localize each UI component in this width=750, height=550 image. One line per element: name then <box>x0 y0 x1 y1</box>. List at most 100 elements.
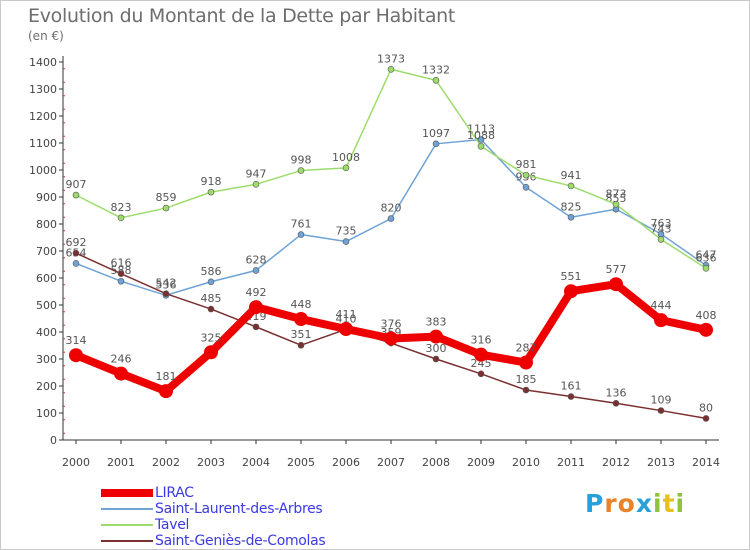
x-tick-label: 2011 <box>557 456 585 469</box>
data-label: 1332 <box>422 63 450 76</box>
x-tick-label: 2001 <box>107 456 135 469</box>
data-point <box>477 136 485 143</box>
data-label: 941 <box>561 169 582 182</box>
y-tick-label: 400 <box>36 326 57 339</box>
x-tick-label: 2000 <box>62 456 90 469</box>
y-tick-label: 1300 <box>29 83 57 96</box>
x-tick-label: 2009 <box>467 456 495 469</box>
x-tick-label: 2007 <box>377 456 405 469</box>
data-point <box>612 399 620 407</box>
data-label: 383 <box>426 316 447 329</box>
data-point <box>567 213 575 221</box>
data-label: 287 <box>516 342 537 355</box>
data-label: 448 <box>291 298 312 311</box>
data-label: 577 <box>606 263 627 276</box>
data-label: 761 <box>291 218 312 231</box>
series-line <box>75 68 707 270</box>
data-label: 536 <box>156 278 177 291</box>
data-label: 636 <box>696 251 717 264</box>
data-point <box>162 290 170 297</box>
y-tick-label: 700 <box>36 245 57 258</box>
legend: LIRAC Saint-Laurent-des-Arbres Tavel Saint-… <box>101 485 361 549</box>
y-tick-label: 500 <box>36 299 57 312</box>
y-tick-label: 300 <box>36 353 57 366</box>
x-tick-label: 2012 <box>602 456 630 469</box>
data-point <box>564 284 578 299</box>
legend-item: Tavel <box>101 517 361 533</box>
data-label: 185 <box>516 373 537 386</box>
y-tick-label: 100 <box>36 407 57 420</box>
data-point <box>297 231 305 238</box>
data-label: 981 <box>516 158 537 171</box>
data-point <box>114 366 128 381</box>
data-point <box>117 214 125 222</box>
data-label: 1088 <box>467 129 495 142</box>
y-tick-label: 900 <box>36 191 57 204</box>
x-tick-label: 2008 <box>422 456 450 469</box>
legend-swatch <box>101 540 153 542</box>
data-point <box>162 204 170 212</box>
y-tick-label: 1000 <box>29 164 57 177</box>
data-label: 998 <box>291 154 312 167</box>
logo-letter: o <box>617 489 636 518</box>
y-tick-label: 600 <box>36 272 57 285</box>
y-tick-label: 1400 <box>29 56 57 69</box>
data-label: 136 <box>606 386 627 399</box>
data-point <box>522 171 530 179</box>
data-point <box>474 347 488 362</box>
data-label: 314 <box>66 334 87 347</box>
data-label: 820 <box>381 202 402 215</box>
data-label: 1008 <box>332 151 360 164</box>
unit-label: (en €) <box>28 29 64 43</box>
series-saint-geni-s-de-comolas: 6926165424854193514103593002451851611361… <box>66 236 713 422</box>
data-point <box>432 355 440 363</box>
data-label: 586 <box>201 265 222 278</box>
data-label: 692 <box>66 236 87 249</box>
data-point <box>252 267 260 274</box>
data-label: 873 <box>606 187 627 200</box>
data-label: 743 <box>651 222 672 235</box>
data-label: 410 <box>336 312 357 325</box>
data-point <box>159 384 173 399</box>
legend-item: Saint-Laurent-des-Arbres <box>101 501 361 517</box>
y-tick-label: 200 <box>36 380 57 393</box>
data-label: 492 <box>246 286 267 299</box>
data-label: 411 <box>336 308 357 321</box>
data-point <box>207 278 215 286</box>
data-label: 161 <box>561 380 582 393</box>
legend-label: LIRAC <box>155 485 194 501</box>
data-point <box>117 277 125 285</box>
data-point <box>72 191 80 199</box>
data-label: 109 <box>651 394 672 407</box>
data-point <box>609 277 623 292</box>
data-point <box>252 181 260 188</box>
data-label: 907 <box>66 178 87 191</box>
logo-letter: t <box>662 489 676 518</box>
data-label: 763 <box>651 217 672 230</box>
data-point <box>339 322 353 337</box>
data-label: 647 <box>696 248 717 261</box>
data-label: 316 <box>471 334 492 347</box>
data-point <box>657 236 665 243</box>
data-label: 616 <box>111 257 132 270</box>
data-point <box>654 313 668 328</box>
chart-title: Evolution du Montant de la Dette par Hab… <box>28 5 456 27</box>
logo-letter: i <box>675 489 686 518</box>
data-label: 245 <box>471 357 492 370</box>
data-point <box>702 264 710 272</box>
data-label: 300 <box>426 342 447 355</box>
x-tick-label: 2002 <box>152 456 180 469</box>
x-tick-label: 2003 <box>197 456 225 469</box>
x-tick-label: 2004 <box>242 456 270 469</box>
series-lirac: 314 246 181 325 492 448 411 376 383 316 287 551 577 4… <box>66 263 717 399</box>
logo-letter: x <box>635 489 653 518</box>
data-point <box>432 77 440 84</box>
x-tick-label: 2014 <box>692 456 720 469</box>
data-point <box>522 183 530 191</box>
logo-letter: i <box>653 489 663 518</box>
legend-swatch <box>101 489 153 497</box>
data-point <box>567 182 575 190</box>
data-point <box>252 323 260 331</box>
legend-item: LIRAC <box>101 485 361 501</box>
